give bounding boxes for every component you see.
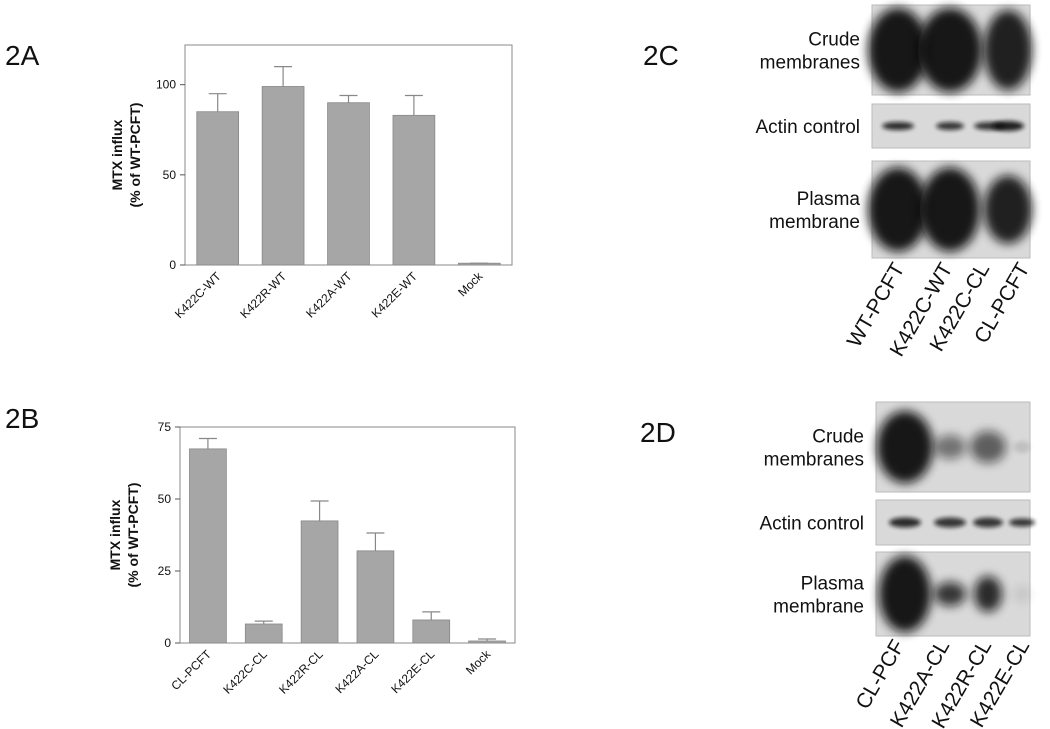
bar	[327, 102, 370, 266]
blot-band	[868, 167, 928, 252]
blot-band	[879, 556, 931, 632]
blot-band	[918, 8, 982, 92]
y-tick-label: 50	[158, 492, 172, 506]
error-bar	[422, 611, 441, 620]
panel-label: 2D	[640, 417, 676, 448]
x-tick-label: K422R-CL	[276, 647, 326, 697]
y-tick-label: 100	[156, 78, 176, 92]
bar	[392, 114, 436, 266]
blot-band	[1014, 441, 1030, 453]
blot-band	[984, 175, 1032, 244]
blot-band	[974, 576, 1002, 612]
bar	[300, 520, 339, 644]
x-tick-label: K422C-WT	[172, 269, 224, 321]
row-label: Plasma	[801, 574, 865, 595]
error-bar	[198, 437, 217, 449]
error-bar	[310, 500, 329, 521]
blot-band	[868, 8, 928, 92]
bar	[196, 111, 240, 266]
y-tick-label: 0	[169, 258, 176, 272]
error-bar	[366, 532, 385, 551]
row-label: membrane	[769, 212, 860, 233]
panel-label: 2A	[5, 40, 40, 71]
x-tick-label: K422A-CL	[332, 647, 381, 696]
blot-band	[934, 435, 966, 459]
y-axis-label: (% of WT-PCFT)	[125, 483, 141, 588]
blot-band	[1009, 518, 1035, 527]
blot-band	[970, 431, 1006, 463]
row-label: Actin control	[755, 117, 860, 138]
row-label: Plasma	[797, 189, 861, 210]
row-label: Crude	[808, 30, 860, 51]
blot-band	[992, 121, 1024, 131]
bar	[468, 640, 506, 644]
x-tick-label: K422E-WT	[369, 269, 421, 321]
error-bar	[339, 94, 358, 103]
blot-band	[973, 517, 1003, 528]
row-label: membrane	[773, 597, 864, 618]
error-bar	[254, 620, 273, 624]
y-tick-label: 25	[158, 564, 172, 578]
row-label: Crude	[812, 427, 864, 448]
bar	[261, 86, 305, 266]
x-tick-label: Mock	[455, 269, 486, 300]
blot-band	[936, 122, 964, 130]
blot-band	[934, 582, 966, 606]
blot-band	[934, 517, 966, 528]
panel-label: 2C	[643, 40, 679, 71]
y-axis-label: MTX influx	[107, 499, 123, 570]
bar	[189, 448, 227, 644]
y-axis-label: (% of WT-PCFT)	[127, 103, 143, 208]
y-axis-label: MTX influx	[109, 119, 125, 190]
bar	[244, 623, 283, 644]
y-tick-label: 0	[164, 636, 171, 650]
blot-band	[984, 10, 1032, 90]
blot-band	[920, 167, 980, 252]
x-tick-label: CL-PCFT	[168, 647, 214, 693]
row-label: Actin control	[759, 514, 864, 535]
y-tick-label: 75	[158, 420, 172, 434]
bar	[412, 619, 451, 644]
error-bar	[404, 94, 423, 116]
x-tick-label: K422E-CL	[388, 647, 437, 696]
plot-frame	[179, 426, 516, 644]
x-tick-label: K422C-CL	[220, 647, 270, 697]
error-bar	[208, 93, 227, 112]
blot-band	[1014, 586, 1030, 602]
row-label: membranes	[760, 53, 860, 74]
blot-band	[877, 411, 933, 483]
panel-label: 2B	[5, 403, 39, 434]
error-bar	[478, 638, 497, 641]
error-bar	[274, 66, 293, 87]
x-tick-label: K422R-WT	[237, 269, 289, 321]
x-tick-label: Mock	[463, 647, 494, 678]
blot-band	[889, 517, 921, 528]
bar	[356, 550, 395, 644]
y-tick-label: 50	[163, 168, 177, 182]
row-label: membranes	[764, 450, 864, 471]
blot-band	[882, 122, 914, 130]
x-tick-label: K422A-WT	[303, 269, 355, 321]
